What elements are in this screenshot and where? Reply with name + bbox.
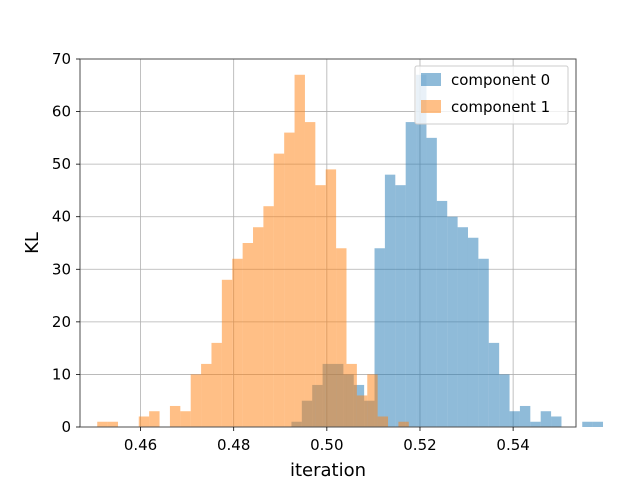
legend-frame [414, 65, 569, 125]
bar-series-1-bin-8 [180, 411, 191, 427]
bar-series-0-bin-19 [488, 342, 500, 427]
y-tick-label-2: 20 [52, 313, 71, 331]
bar-series-0-bin-29 [592, 421, 604, 427]
y-tick-label-7: 70 [52, 50, 71, 68]
bar-series-1-bin-29 [398, 421, 409, 427]
x-tick-label-3: 0.52 [403, 436, 436, 454]
bar-series-0-bin-25 [551, 416, 562, 427]
bar-series-0-bin-8 [374, 248, 385, 427]
plot-area-frame [79, 58, 577, 428]
legend-swatch-component-0 [421, 73, 441, 86]
bar-series-0-bin-18 [478, 258, 489, 427]
bar-series-1-bin-26 [367, 374, 378, 427]
x-axis-label: iteration [290, 460, 366, 480]
bar-series-1-bin-0 [97, 421, 108, 427]
x-tick-label-2: 0.50 [310, 436, 343, 454]
y-tick-label-4: 40 [52, 208, 71, 226]
bar-series-1-bin-13 [232, 258, 243, 427]
bar-series-1-bin-15 [253, 227, 264, 427]
bar-series-0-bin-12 [416, 74, 427, 428]
y-tick-label-5: 50 [52, 155, 71, 173]
bar-series-1-bin-16 [263, 206, 274, 427]
bar-series-0-bin-14 [436, 200, 448, 427]
bar-series-0-bin-21 [509, 411, 520, 427]
x-tick-label-1: 0.48 [217, 436, 250, 454]
bar-series-1-bin-19 [294, 74, 305, 428]
bar-series-0-bin-10 [395, 185, 406, 427]
bar-series-0-bin-28 [582, 421, 593, 427]
bar-series-1-bin-17 [273, 153, 285, 427]
bar-series-1-bin-20 [304, 122, 316, 427]
bar-series-1-bin-1 [107, 421, 119, 427]
bar-series-0-bin-17 [467, 237, 479, 427]
x-tick-label-4: 0.54 [496, 436, 529, 454]
bar-series-1-bin-11 [211, 342, 222, 427]
histogram-bars [97, 74, 604, 428]
bar-series-1-bin-25 [356, 395, 368, 427]
bar-series-0-bin-23 [530, 421, 541, 427]
bar-series-1-bin-24 [346, 363, 357, 427]
legend-swatch-component-1 [421, 100, 441, 113]
legend: component 0 component 1 [414, 65, 569, 125]
bar-series-0-bin-15 [447, 216, 458, 427]
bar-series-1-bin-14 [242, 243, 254, 427]
bar-series-0-bin-24 [540, 411, 552, 427]
bar-series-1-bin-10 [201, 363, 212, 427]
bar-series-0-bin-13 [426, 137, 437, 427]
bar-series-0-bin-16 [457, 227, 468, 427]
bar-series-1-bin-12 [221, 279, 233, 427]
bar-series-0-bin-11 [405, 122, 417, 427]
bar-series-1-bin-4 [138, 416, 150, 427]
bar-series-1-bin-7 [169, 405, 181, 427]
axis-ticks: 0.46 0.48 0.50 0.52 0.54 0 10 20 30 40 50 60 70 [52, 50, 530, 454]
bar-series-1-bin-21 [315, 185, 326, 427]
x-tick-label-0: 0.46 [124, 436, 157, 454]
legend-label-component-0: component 0 [451, 71, 550, 89]
bar-series-1-bin-27 [377, 416, 389, 427]
bar-series-0-bin-20 [499, 374, 510, 427]
bar-series-1-bin-18 [284, 132, 295, 427]
y-tick-label-1: 10 [52, 365, 71, 383]
bar-series-1-bin-23 [336, 248, 347, 427]
bar-series-1-bin-9 [190, 374, 202, 427]
y-axis-label: KL [22, 232, 43, 254]
bar-series-1-bin-22 [325, 169, 337, 427]
y-tick-label-0: 0 [61, 418, 71, 436]
bar-series-0-bin-22 [519, 405, 531, 427]
bar-series-0-bin-9 [384, 174, 396, 427]
y-tick-label-6: 60 [52, 103, 71, 121]
y-tick-label-3: 30 [52, 260, 71, 278]
legend-label-component-1: component 1 [451, 98, 550, 116]
bar-series-1-bin-5 [149, 411, 160, 427]
